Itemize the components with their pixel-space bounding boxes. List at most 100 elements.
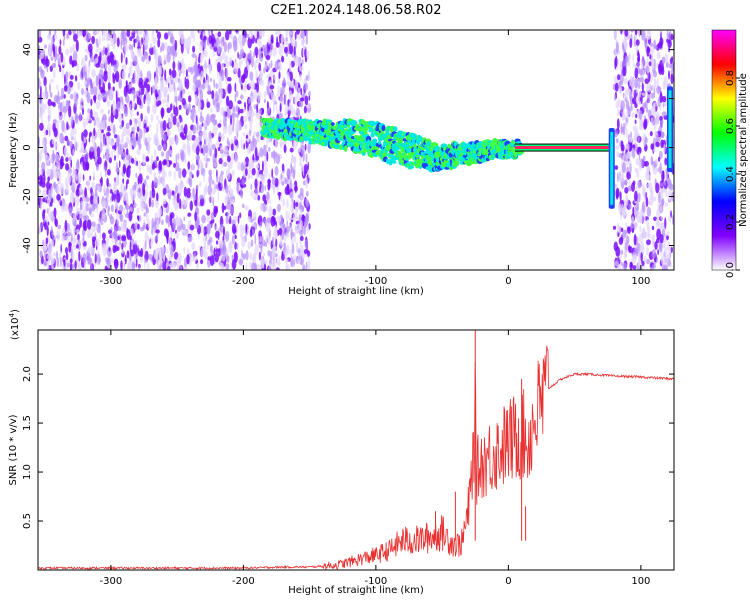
- noise-blob: [144, 231, 148, 242]
- noise-blob: [126, 209, 129, 217]
- noise-blob: [280, 236, 283, 247]
- noise-blob: [669, 183, 674, 191]
- noise-blob: [175, 217, 178, 223]
- noise-blob: [151, 217, 154, 228]
- noise-blob: [116, 246, 120, 251]
- noise-blob: [109, 89, 113, 101]
- noise-blob: [133, 55, 138, 67]
- noise-blob: [279, 141, 282, 148]
- noise-blob: [641, 82, 644, 92]
- noise-blob: [615, 41, 619, 54]
- noise-blob: [42, 188, 47, 198]
- noise-blob: [125, 193, 128, 204]
- noise-blob: [248, 81, 252, 87]
- noise-blob: [65, 163, 70, 171]
- noise-blob: [46, 66, 49, 73]
- noise-blob: [69, 206, 72, 216]
- noise-blob: [126, 30, 131, 38]
- noise-blob: [41, 182, 46, 188]
- noise-blob: [136, 207, 140, 214]
- noise-blob: [156, 233, 159, 240]
- noise-blob: [208, 30, 211, 37]
- noise-blob: [148, 123, 152, 129]
- noise-blob: [664, 217, 667, 229]
- noise-blob: [631, 182, 635, 192]
- noise-blob: [240, 187, 243, 199]
- noise-blob: [147, 165, 153, 174]
- noise-blob: [286, 220, 289, 227]
- noise-blob: [249, 49, 252, 61]
- noise-blob: [100, 108, 104, 115]
- noise-blob: [638, 161, 642, 172]
- noise-blob: [280, 191, 283, 203]
- noise-blob: [138, 77, 143, 86]
- noise-blob: [630, 30, 634, 33]
- noise-blob: [209, 245, 213, 253]
- noise-blob: [187, 130, 193, 141]
- noise-blob: [634, 78, 639, 89]
- noise-blob: [145, 156, 150, 162]
- noise-blob: [276, 260, 278, 266]
- noise-blob: [117, 226, 122, 231]
- noise-blob: [290, 162, 292, 170]
- noise-blob: [90, 56, 95, 63]
- noise-blob: [59, 65, 62, 73]
- noise-blob: [75, 175, 78, 182]
- noise-blob: [258, 62, 262, 72]
- noise-blob: [53, 207, 57, 218]
- noise-blob: [212, 125, 218, 136]
- noise-blob: [290, 222, 293, 227]
- noise-blob: [225, 67, 229, 80]
- noise-blob: [199, 140, 202, 146]
- noise-blob: [670, 73, 674, 85]
- noise-blob: [118, 112, 122, 124]
- noise-blob: [177, 152, 179, 162]
- noise-blob: [661, 240, 667, 249]
- noise-blob: [145, 59, 150, 65]
- noise-blob: [53, 182, 56, 191]
- noise-blob: [286, 169, 291, 180]
- noise-blob: [138, 265, 141, 270]
- noise-blob: [175, 232, 180, 239]
- drift-blob: [330, 122, 335, 126]
- noise-blob: [162, 261, 167, 270]
- noise-blob: [40, 108, 43, 121]
- noise-region: [612, 30, 674, 270]
- noise-blob: [187, 74, 190, 79]
- noise-blob: [179, 132, 184, 138]
- noise-blob: [143, 81, 148, 89]
- noise-blob: [123, 192, 125, 197]
- noise-blob: [170, 227, 173, 239]
- noise-blob: [655, 182, 660, 194]
- noise-blob: [78, 250, 81, 262]
- noise-blob: [225, 263, 230, 270]
- noise-blob: [158, 160, 162, 171]
- noise-blob: [105, 257, 109, 262]
- noise-blob: [631, 90, 635, 95]
- noise-blob: [276, 203, 281, 213]
- noise-blob: [194, 211, 198, 222]
- noise-blob: [126, 166, 131, 179]
- noise-blob: [131, 263, 137, 268]
- noise-blob: [656, 219, 660, 228]
- noise-blob: [90, 227, 96, 233]
- noise-blob: [226, 106, 231, 119]
- noise-blob: [163, 253, 166, 263]
- noise-blob: [182, 143, 187, 151]
- noise-blob: [234, 82, 237, 93]
- noise-blob: [262, 263, 265, 269]
- noise-blob: [82, 174, 85, 181]
- noise-blob: [640, 94, 643, 105]
- noise-blob: [654, 241, 658, 250]
- noise-blob: [157, 139, 160, 146]
- noise-blob: [148, 55, 151, 62]
- noise-blob: [209, 147, 213, 157]
- noise-blob: [181, 62, 186, 75]
- noise-blob: [175, 153, 178, 165]
- noise-blob: [282, 198, 286, 207]
- noise-blob: [107, 109, 110, 115]
- noise-blob: [87, 65, 91, 74]
- noise-blob: [658, 191, 661, 204]
- noise-blob: [43, 76, 47, 87]
- noise-blob: [262, 148, 268, 157]
